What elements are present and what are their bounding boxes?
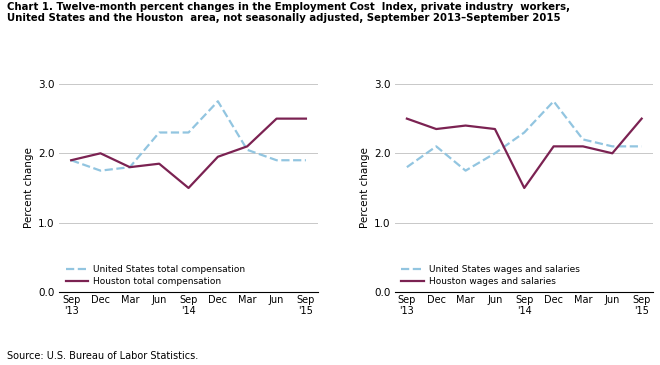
Y-axis label: Percent change: Percent change [360, 147, 370, 228]
Text: Chart 1. Twelve-month percent changes in the Employment Cost  Index, private ind: Chart 1. Twelve-month percent changes in… [7, 2, 570, 23]
Legend: United States total compensation, Houston total compensation: United States total compensation, Housto… [64, 263, 247, 288]
Y-axis label: Percent change: Percent change [24, 147, 34, 228]
Text: Source: U.S. Bureau of Labor Statistics.: Source: U.S. Bureau of Labor Statistics. [7, 351, 198, 361]
Legend: United States wages and salaries, Houston wages and salaries: United States wages and salaries, Housto… [400, 263, 581, 288]
